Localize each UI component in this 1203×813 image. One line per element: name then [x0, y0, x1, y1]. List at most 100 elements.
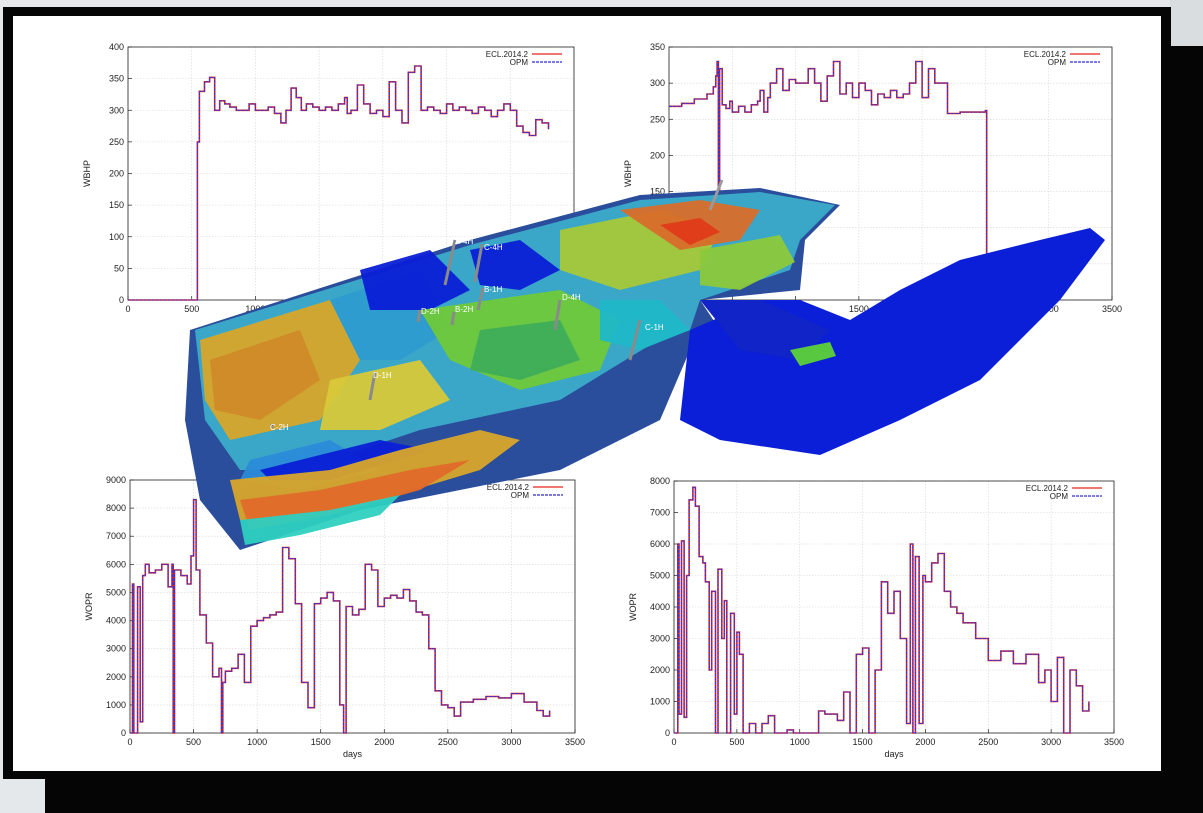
y-tick-label: 9000	[106, 475, 126, 485]
legend-label: ECL.2014.2	[1024, 50, 1067, 59]
x-tick-label: 2500	[978, 737, 998, 747]
y-tick-label: 1000	[106, 700, 126, 710]
x-tick-label: 2500	[438, 737, 458, 747]
model-cell-patch	[660, 218, 720, 245]
x-tick-label: 3500	[1102, 304, 1122, 314]
well-trajectory	[628, 319, 642, 361]
y-tick-label: 350	[109, 74, 124, 84]
y-tick-label: 6000	[106, 559, 126, 569]
y-axis-label: WBHP	[82, 160, 92, 187]
model-cell-patch	[700, 235, 795, 290]
x-tick-label: 1500	[311, 737, 331, 747]
x-tick-label: 0	[127, 737, 132, 747]
model-cell-patch	[240, 460, 470, 530]
y-tick-label: 8000	[650, 476, 670, 486]
y-tick-label: 350	[650, 42, 665, 52]
y-tick-label: 200	[109, 169, 124, 179]
x-tick-label: 3000	[1041, 737, 1061, 747]
model-cell-patch	[470, 320, 580, 380]
legend-label: ECL.2014.2	[486, 50, 529, 59]
chart-4: 0 500 1000 1500 2000 2500 3000 3500 0 1000 2000 300…	[628, 476, 1124, 759]
y-tick-label: 0	[119, 295, 124, 305]
model-cell-patch	[240, 495, 400, 545]
y-tick-label: 5000	[106, 587, 126, 597]
series-line-opm	[128, 65, 550, 301]
y-tick-label: 2000	[650, 665, 670, 675]
well-label: B-1H	[484, 285, 502, 294]
y-tick-label: 7000	[106, 531, 126, 541]
legend-label: OPM	[510, 58, 529, 67]
y-tick-label: 300	[650, 78, 665, 88]
x-tick-label: 3500	[565, 737, 585, 747]
x-tick-label: 2000	[915, 737, 935, 747]
series-line-opm	[674, 486, 1090, 734]
x-tick-label: 1000	[247, 737, 267, 747]
model-tail-top	[700, 300, 830, 360]
well-trajectory	[443, 239, 457, 286]
y-tick-label: 0	[121, 728, 126, 738]
model-cell-patch	[600, 300, 690, 350]
y-tick-label: 6000	[650, 539, 670, 549]
y-tick-label: 50	[114, 263, 124, 273]
well-label: B-2H	[455, 305, 473, 314]
y-tick-label: 250	[109, 137, 124, 147]
x-axis-label: days	[343, 749, 363, 759]
legend-label: ECL.2014.2	[1026, 484, 1069, 493]
x-tick-label: 0	[671, 737, 676, 747]
well-label: C-1H	[645, 323, 664, 332]
well-trajectory	[473, 243, 484, 283]
x-tick-label: 3000	[501, 737, 521, 747]
well-label: C-4H	[484, 243, 503, 252]
y-axis-label: WOPR	[628, 593, 638, 621]
y-tick-label: 150	[109, 200, 124, 210]
y-tick-label: 250	[650, 114, 665, 124]
y-tick-label: 8000	[106, 503, 126, 513]
y-tick-label: 4000	[650, 602, 670, 612]
x-tick-label: 500	[186, 737, 201, 747]
model-cell-patch	[470, 240, 560, 290]
y-tick-label: 7000	[650, 508, 670, 518]
well-label: C-2H	[270, 423, 289, 432]
x-tick-label: 2000	[374, 737, 394, 747]
x-axis-label: days	[884, 749, 904, 759]
model-cell-patch	[320, 360, 450, 430]
legend-label: ECL.2014.2	[487, 483, 530, 492]
legend-label: OPM	[511, 491, 530, 500]
y-tick-label: 4000	[106, 616, 126, 626]
y-tick-label: 3000	[106, 644, 126, 654]
y-tick-label: 1000	[650, 697, 670, 707]
well-label: A-4H	[455, 237, 473, 246]
model-cell-patch	[210, 330, 320, 420]
x-tick-label: 1500	[853, 737, 873, 747]
legend-label: OPM	[1050, 492, 1069, 501]
well-trajectory	[476, 287, 485, 311]
y-axis-label: WBHP	[623, 160, 633, 187]
series-line-opm	[130, 499, 551, 734]
y-tick-label: 5000	[650, 571, 670, 581]
model-tail-patch	[790, 342, 836, 366]
model-tail	[680, 228, 1105, 455]
well-trajectory	[708, 179, 724, 211]
y-tick-label: 3000	[650, 634, 670, 644]
y-tick-label: 0	[665, 728, 670, 738]
background-corner	[1170, 0, 1203, 46]
x-tick-label: 1000	[790, 737, 810, 747]
y-tick-label: 300	[109, 105, 124, 115]
y-tick-label: 150	[650, 187, 665, 197]
x-tick-label: 500	[729, 737, 744, 747]
legend-label: OPM	[1048, 58, 1067, 67]
y-tick-label: 400	[109, 42, 124, 52]
well-label: D-4H	[562, 293, 581, 302]
well-label: D-1H	[373, 371, 392, 380]
well-trajectory	[450, 311, 456, 326]
well-trajectory	[416, 309, 422, 323]
y-tick-label: 200	[650, 150, 665, 160]
well-trajectory	[368, 371, 377, 401]
reservoir-3d-model: A-4H C-4H B-1H D-4H C-1H B-2H D-2H D-1H C-2H	[185, 179, 1105, 550]
model-cell-patch	[360, 250, 470, 310]
y-tick-label: 2000	[106, 672, 126, 682]
x-tick-label: 500	[184, 304, 199, 314]
well-trajectory	[553, 299, 562, 331]
well-label: D-2H	[421, 307, 440, 316]
